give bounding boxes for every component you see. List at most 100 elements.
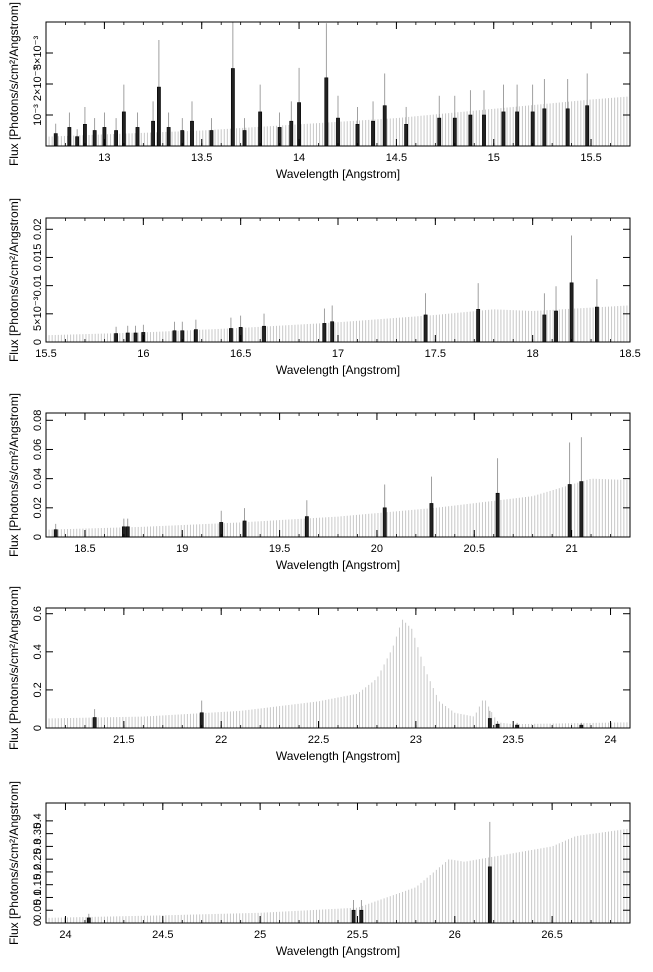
x-tick-label: 14 xyxy=(293,152,305,164)
y-tick-label: 2×10⁻³ xyxy=(32,67,44,102)
data-bar xyxy=(277,127,282,146)
x-tick-label: 18.5 xyxy=(619,348,640,360)
data-bar xyxy=(567,484,572,537)
y-tick-label: 10⁻³ xyxy=(32,104,44,126)
data-bar xyxy=(351,909,356,923)
plot-area xyxy=(46,235,630,342)
y-axis-label: Flux [Photons/s/cm²/Angstrom] xyxy=(7,586,21,750)
data-bar xyxy=(151,120,155,146)
x-tick-label: 24 xyxy=(59,929,71,941)
data-bar xyxy=(209,130,214,146)
y-axis-label: Flux [Photons/s/cm²/Angstrom] xyxy=(7,2,21,166)
x-axis-label: Wavelength [Angstrom] xyxy=(276,167,400,181)
y-tick-label: 0.35 xyxy=(32,823,44,844)
data-bar xyxy=(404,124,409,146)
y-tick-label: 0.4 xyxy=(32,644,44,659)
y-tick-label: 0.6 xyxy=(32,606,44,621)
y-tick-label: 3×10⁻³ xyxy=(32,36,44,71)
data-bar xyxy=(258,111,263,146)
x-tick-label: 18 xyxy=(527,348,539,360)
data-bar xyxy=(322,323,327,342)
data-bar xyxy=(86,917,91,923)
data-bar xyxy=(133,332,138,342)
x-tick-label: 25.5 xyxy=(347,929,368,941)
data-bar xyxy=(75,136,80,146)
data-bar xyxy=(495,723,500,728)
data-bar xyxy=(180,130,185,146)
plot-area xyxy=(46,619,630,728)
chart-panel-2: 15.5 16 16.5 17 17.5 18 18.5 0 5×10⁻³0.01 0.015 0.… xyxy=(7,198,641,377)
data-bar xyxy=(230,68,235,146)
y-tick-label: 0.4 xyxy=(32,813,44,828)
data-bar xyxy=(452,117,457,146)
x-axis-label: Wavelength [Angstrom] xyxy=(276,944,400,958)
data-bar xyxy=(355,124,360,146)
plot-area xyxy=(46,437,630,537)
data-bar xyxy=(53,529,58,537)
x-tick-label: 23.5 xyxy=(502,734,523,746)
x-tick-label: 15.5 xyxy=(35,348,56,360)
axes-frame xyxy=(45,802,631,924)
x-axis-label: Wavelength [Angstrom] xyxy=(276,749,400,763)
x-tick-label: 25 xyxy=(254,929,266,941)
data-bar xyxy=(157,86,161,146)
y-tick-label: 0.01 xyxy=(32,275,44,296)
chart-panel-3: 18.5 19 19.5 20 20.5 21 0 0.02 0.04 0.06 0.08 Wavel… xyxy=(7,393,631,572)
data-bar xyxy=(359,909,364,923)
y-tick-label: 0.08 xyxy=(32,410,44,431)
data-bar xyxy=(229,328,233,342)
x-tick-label: 21.5 xyxy=(113,734,134,746)
data-bar xyxy=(135,127,140,146)
x-tick-label: 22.5 xyxy=(308,734,329,746)
x-tick-label: 23 xyxy=(410,734,422,746)
data-bar xyxy=(482,114,486,146)
data-bar xyxy=(121,111,126,146)
data-bar xyxy=(114,333,118,342)
chart-panel-5: 24 24.5 25 25.5 26 26.500.050.10.150.20.250.3… xyxy=(7,781,631,958)
chart-panel-1: 13 13.5 14 14.5 15 15.5 10⁻³ 2×10⁻³3×10⁻³ Wavele… xyxy=(7,2,631,181)
data-bar xyxy=(476,309,481,342)
x-axis-label: Wavelength [Angstrom] xyxy=(276,558,400,572)
data-bar xyxy=(530,111,535,146)
data-bar xyxy=(515,111,519,146)
data-bar xyxy=(501,111,506,146)
data-bar xyxy=(297,102,301,146)
data-bar xyxy=(579,724,584,728)
x-tick-label: 18.5 xyxy=(74,543,95,555)
data-bar xyxy=(542,108,547,146)
y-tick-label: 0.04 xyxy=(32,468,44,489)
y-tick-label: 0 xyxy=(32,534,44,540)
data-bar xyxy=(53,133,58,146)
data-bar xyxy=(330,321,335,342)
data-bar xyxy=(569,282,574,342)
x-tick-label: 24 xyxy=(604,734,616,746)
data-bar xyxy=(595,306,599,342)
x-tick-label: 21 xyxy=(565,543,577,555)
data-bar xyxy=(262,325,266,342)
y-tick-label: 0.15 xyxy=(32,874,44,895)
y-tick-label: 0.02 xyxy=(32,219,44,240)
y-axis-label: Flux [Photons/s/cm²/Angstrom] xyxy=(7,781,21,945)
data-bar xyxy=(238,327,243,342)
y-tick-label: 0.06 xyxy=(32,439,44,460)
y-tick-label: 0.015 xyxy=(32,244,44,272)
data-bar xyxy=(190,120,194,146)
data-bar xyxy=(579,481,584,537)
data-bar xyxy=(585,105,590,146)
y-tick-label: 0.25 xyxy=(32,848,44,869)
x-tick-label: 13 xyxy=(98,152,110,164)
data-bar xyxy=(554,310,558,342)
data-bar xyxy=(429,503,434,537)
data-bar xyxy=(495,492,500,537)
data-bar xyxy=(304,516,309,537)
data-bar xyxy=(125,526,130,537)
data-bar xyxy=(114,130,118,146)
x-tick-label: 20.5 xyxy=(464,543,485,555)
x-tick-label: 19.5 xyxy=(269,543,290,555)
y-tick-label: 0 xyxy=(32,725,44,731)
y-tick-label: 0.05 xyxy=(32,900,44,921)
x-tick-label: 22 xyxy=(215,734,227,746)
data-bar xyxy=(193,329,198,342)
y-tick-label: 5×10⁻³ xyxy=(32,296,44,331)
y-tick-label: 0.2 xyxy=(32,682,44,697)
